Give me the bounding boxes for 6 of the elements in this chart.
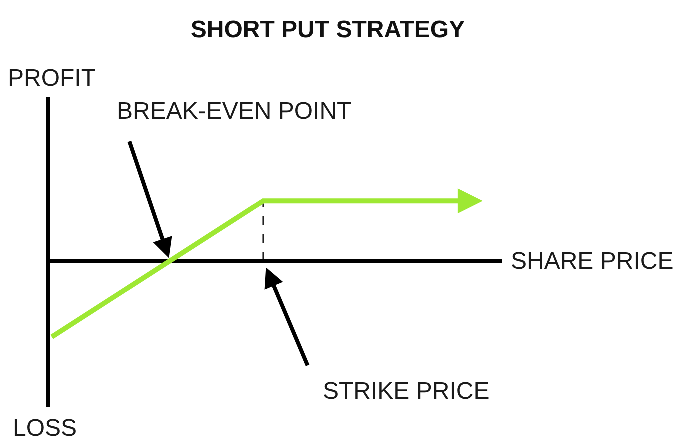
text: STRIKE PRICE (323, 378, 490, 405)
x-axis-title: SHARE PRICE (511, 248, 674, 275)
text: BREAK-EVEN POINT (117, 98, 352, 125)
text: LOSS (13, 415, 78, 439)
y-axis-title: PROFIT (8, 65, 96, 92)
chart-title: SHORT PUT STRATEGY (190, 16, 466, 44)
